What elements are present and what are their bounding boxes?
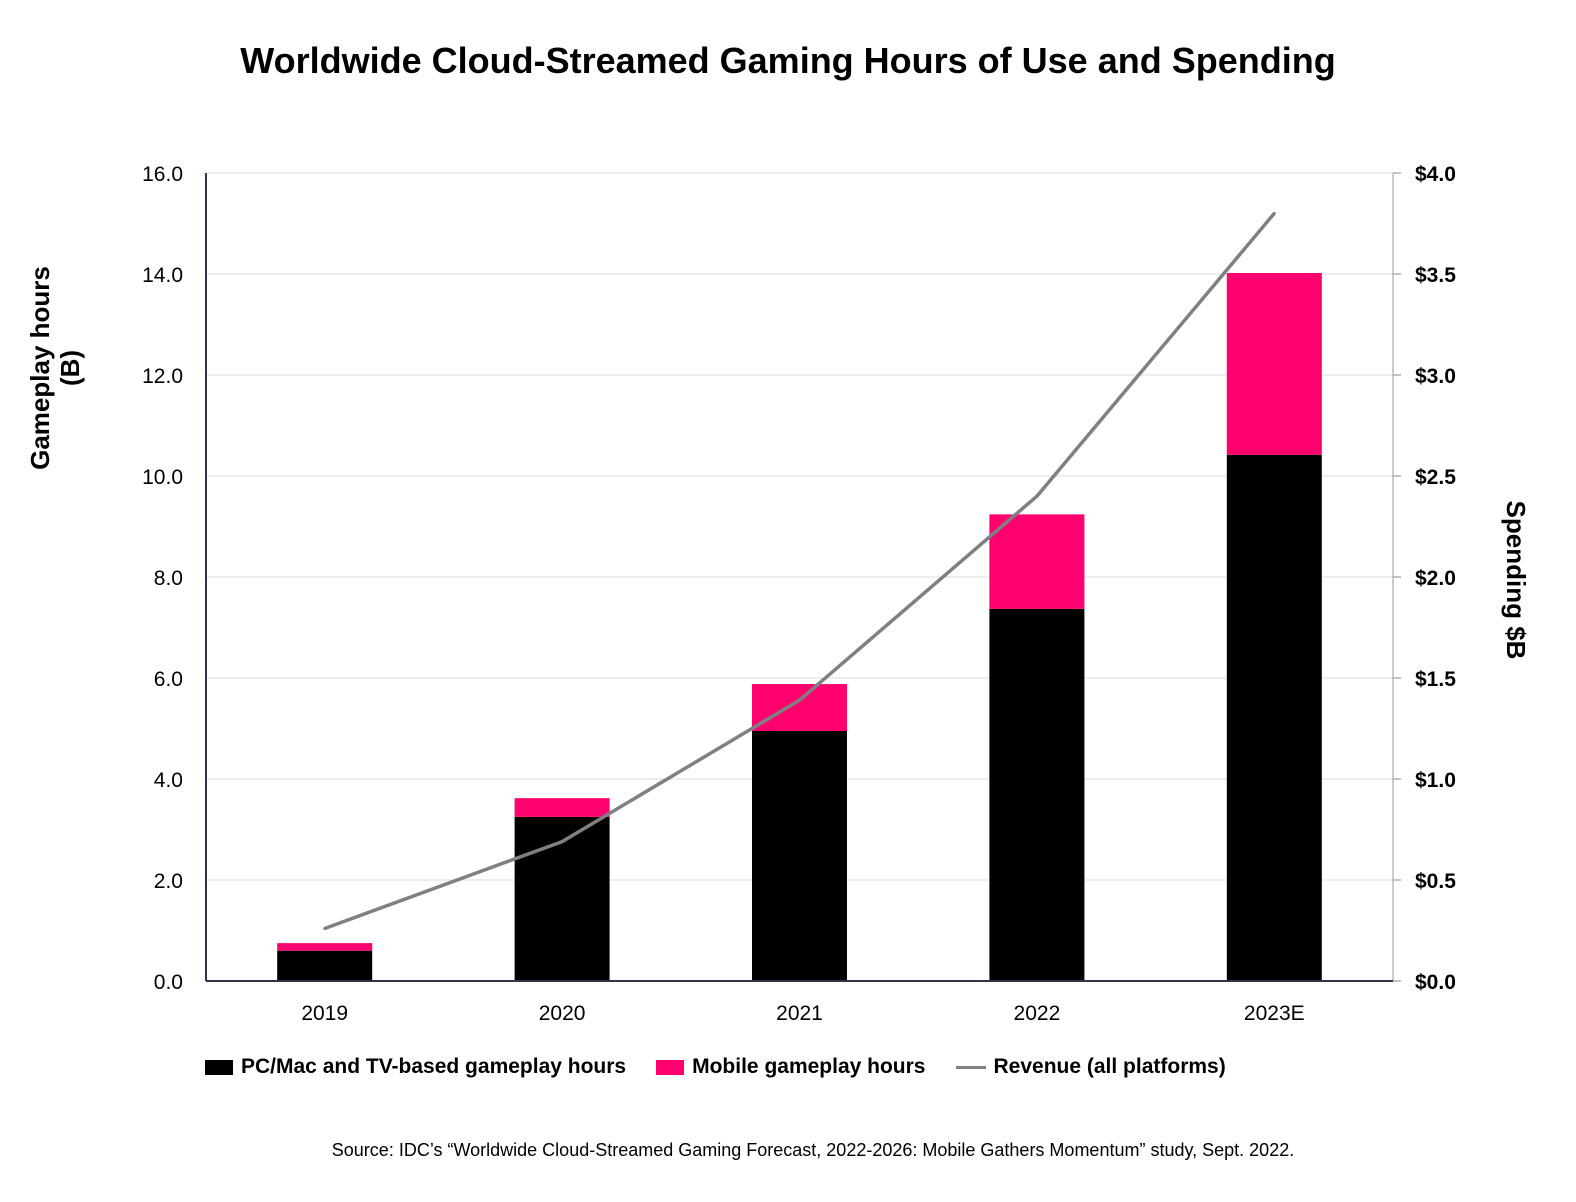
x-tick-label: 2023E — [1244, 1002, 1305, 1025]
revenue-point-2022 — [1035, 494, 1039, 498]
y-tick-label-right: $1.0 — [1415, 769, 1456, 792]
legend-swatch-mobile — [656, 1059, 685, 1075]
legend-swatch-revenue — [955, 1065, 986, 1069]
y-tick-label-left: 0.0 — [154, 971, 183, 994]
legend-item-mobile: Mobile gameplay hours — [656, 1055, 926, 1079]
bar-pc-2020 — [514, 816, 610, 981]
bar-mobile-2023E — [1226, 272, 1322, 455]
y-axis-right-label: Spending $B — [1501, 500, 1531, 660]
y-tick-label-right: $0.5 — [1415, 870, 1456, 893]
legend-item-revenue: Revenue (all platforms) — [955, 1055, 1226, 1079]
bar-mobile-2019 — [277, 943, 373, 951]
legend-label-revenue: Revenue (all platforms) — [993, 1055, 1226, 1078]
bar-pc-2022 — [989, 608, 1085, 981]
y-tick-label-right: $0.0 — [1415, 971, 1456, 994]
y-tick-label-left: 2.0 — [154, 870, 183, 893]
legend-label-mobile: Mobile gameplay hours — [692, 1055, 926, 1078]
bar-mobile-2020 — [514, 798, 610, 817]
x-tick-label: 2020 — [539, 1002, 586, 1025]
revenue-point-2023E — [1272, 211, 1276, 215]
bar-mobile-2021 — [752, 684, 847, 732]
y-tick-label-right: $3.5 — [1415, 264, 1456, 287]
bar-pc-2023E — [1226, 454, 1322, 981]
y-tick-label-left: 6.0 — [154, 668, 183, 691]
bar-mobile-2022 — [989, 514, 1085, 609]
x-tick-label: 2022 — [1014, 1002, 1061, 1025]
source-note: Source: IDC’s “Worldwide Cloud-Streamed … — [331, 1140, 1295, 1160]
legend-label-pc: PC/Mac and TV-based gameplay hours — [241, 1055, 627, 1078]
y-tick-label-right: $2.0 — [1415, 567, 1456, 590]
legend: PC/Mac and TV-based gameplay hours Mobil… — [205, 1055, 1256, 1079]
y-tick-label-right: $2.5 — [1415, 466, 1456, 489]
y-tick-label-left: 8.0 — [154, 567, 183, 590]
legend-swatch-pc — [205, 1059, 233, 1075]
x-tick-label: 2019 — [301, 1002, 348, 1025]
revenue-point-2021 — [798, 698, 801, 702]
y-axis-left-label-line2: (B) — [55, 349, 85, 387]
y-tick-label-left: 4.0 — [154, 769, 183, 792]
bar-pc-2019 — [277, 950, 373, 981]
revenue-point-2020 — [560, 840, 564, 844]
y-axis-left-label-line1: Gameplay hours — [25, 266, 55, 470]
y-tick-label-right: $1.5 — [1415, 668, 1456, 691]
y-tick-label-right: $4.0 — [1415, 163, 1456, 186]
y-tick-label-left: 14.0 — [142, 264, 183, 287]
y-tick-label-left: 12.0 — [142, 365, 183, 388]
x-tick-label: 2021 — [776, 1002, 823, 1025]
revenue-point-2019 — [323, 926, 327, 930]
bar-pc-2021 — [752, 731, 847, 981]
y-tick-label-left: 16.0 — [142, 163, 183, 186]
y-tick-label-left: 10.0 — [142, 466, 183, 489]
y-tick-label-right: $3.0 — [1415, 365, 1456, 388]
chart-title: Worldwide Cloud-Streamed Gaming Hours of… — [240, 40, 1336, 81]
legend-item-pc: PC/Mac and TV-based gameplay hours — [205, 1055, 626, 1079]
y-axis-left-label: Gameplay hours (B) — [25, 158, 85, 578]
